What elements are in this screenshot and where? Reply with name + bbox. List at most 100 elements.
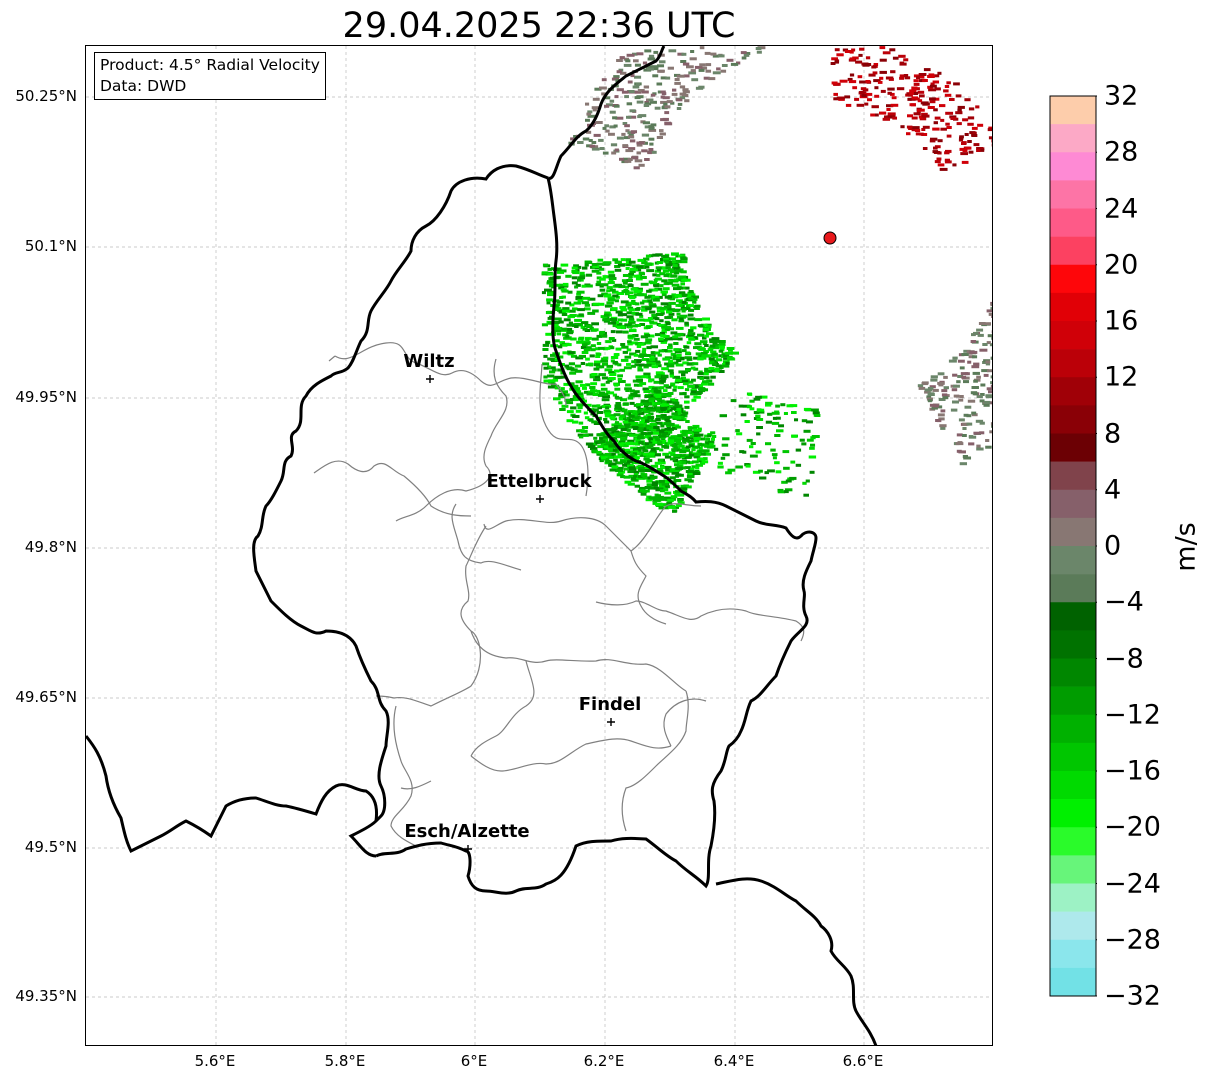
radar-echo-pixel [582, 386, 587, 390]
canton-border-line [630, 550, 667, 625]
radar-echo-pixel [962, 118, 969, 122]
canton-border-line [470, 660, 535, 757]
radar-echo-pixel [872, 71, 878, 75]
radar-echo-pixel [591, 373, 598, 376]
radar-echo-pixel [677, 410, 682, 414]
canton-border-line [470, 738, 672, 772]
radar-echo-pixel [595, 121, 603, 124]
radar-echo-pixel [608, 337, 615, 340]
radar-echo-pixel [672, 88, 677, 92]
radar-echo-pixel [603, 294, 610, 298]
radar-echo-pixel [973, 379, 978, 383]
radar-echo-pixel [631, 324, 638, 328]
colorbar-tick-label: −8 [1104, 643, 1144, 674]
radar-echo-pixel [561, 295, 566, 299]
radar-echo-pixel [953, 394, 960, 398]
radar-echo-pixel [606, 447, 615, 451]
radar-echo-pixel [726, 58, 734, 62]
radar-echo-pixel [976, 444, 981, 448]
radar-echo-pixel [645, 460, 650, 464]
radar-echo-pixel [871, 65, 877, 69]
radar-echo-pixel [644, 469, 653, 472]
radar-echo-pixel [852, 86, 858, 90]
radar-echo-pixel [652, 501, 658, 505]
radar-echo-pixel [663, 307, 669, 311]
radar-echo-pixel [927, 386, 934, 390]
radar-echo-pixel [649, 423, 657, 426]
radar-echo-pixel [638, 342, 645, 346]
radar-echo-pixel [665, 325, 672, 329]
radar-echo-pixel [746, 438, 753, 442]
radar-echo-pixel [917, 90, 925, 94]
radar-echo-pixel [599, 147, 605, 150]
radar-echo-pixel [660, 90, 666, 94]
radar-echo-pixel [604, 420, 610, 424]
radar-echo-pixel [806, 438, 814, 442]
radar-echo-pixel [650, 351, 656, 355]
radar-echo-pixel [634, 75, 642, 79]
radar-echo-pixel [865, 80, 871, 83]
radar-echo-pixel [601, 398, 610, 402]
radar-echo-pixel [634, 484, 640, 488]
radar-echo-pixel [691, 398, 697, 402]
radar-echo-pixel [690, 388, 697, 392]
radar-echo-pixel [681, 370, 689, 374]
radar-echo-pixel [639, 314, 644, 318]
radar-echo-pixel [542, 343, 550, 347]
radar-echo-pixel [647, 416, 655, 419]
radar-echo-pixel [714, 367, 720, 371]
radar-echo-pixel [641, 133, 650, 137]
radar-echo-pixel [675, 467, 684, 470]
radar-echo-pixel [697, 372, 704, 375]
radar-echo-pixel [799, 438, 805, 442]
radar-echo-pixel [665, 76, 671, 80]
longitude-label: 6.4°E [713, 1052, 755, 1070]
radar-echo-pixel [665, 281, 673, 285]
radar-echo-pixel [778, 424, 785, 428]
radar-echo-pixel [667, 327, 675, 331]
radar-echo-pixel [794, 418, 799, 422]
radar-echo-pixel [577, 308, 585, 312]
radar-echo-pixel [622, 408, 628, 412]
radar-echo-pixel [679, 85, 686, 89]
radar-echo-pixel [698, 68, 705, 72]
radar-echo-pixel [952, 373, 958, 377]
radar-echo-pixel [543, 366, 549, 370]
radar-echo-pixel [991, 315, 992, 318]
radar-echo-pixel [621, 442, 627, 446]
radar-echo-pixel [665, 263, 673, 267]
radar-echo-pixel [602, 318, 611, 322]
radar-echo-pixel [966, 422, 973, 426]
map-plot-area[interactable] [85, 45, 993, 1046]
radar-echo-pixel [676, 98, 683, 102]
radar-echo-pixel [973, 143, 980, 147]
radar-echo-pixel [882, 117, 891, 121]
radar-echo-pixel [659, 448, 664, 452]
radar-echo-pixel [586, 130, 592, 134]
product-info-box: Product: 4.5° Radial Velocity Data: DWD [94, 52, 326, 100]
radar-echo-pixel [968, 107, 975, 111]
radar-echo-pixel [756, 432, 761, 436]
radar-echo-pixel [648, 496, 656, 500]
radar-echo-pixel [614, 404, 622, 408]
radar-echo-pixel [602, 395, 610, 399]
radar-echo-pixel [673, 264, 678, 268]
colorbar-tick-label: 24 [1104, 193, 1139, 224]
radar-echo-pixel [589, 418, 594, 422]
radar-echo-pixel [615, 461, 624, 465]
radar-echo-pixel [746, 405, 753, 409]
radar-echo-pixel [652, 403, 658, 407]
radar-echo-pixel [913, 74, 922, 78]
radar-echo-pixel [662, 389, 668, 393]
radar-echo-pixel [546, 374, 555, 378]
radar-echo-pixel [663, 305, 670, 309]
radar-echo-pixel [601, 92, 608, 96]
radar-echo-pixel [620, 460, 627, 464]
radar-echo-pixel [808, 455, 817, 459]
radar-echo-pixel [664, 111, 670, 115]
radar-echo-pixel [938, 417, 945, 421]
colorbar-segment [1050, 574, 1096, 603]
radar-echo-pixel [786, 404, 794, 408]
radar-echo-pixel [899, 62, 907, 66]
radar-echo-pixel [704, 367, 709, 371]
